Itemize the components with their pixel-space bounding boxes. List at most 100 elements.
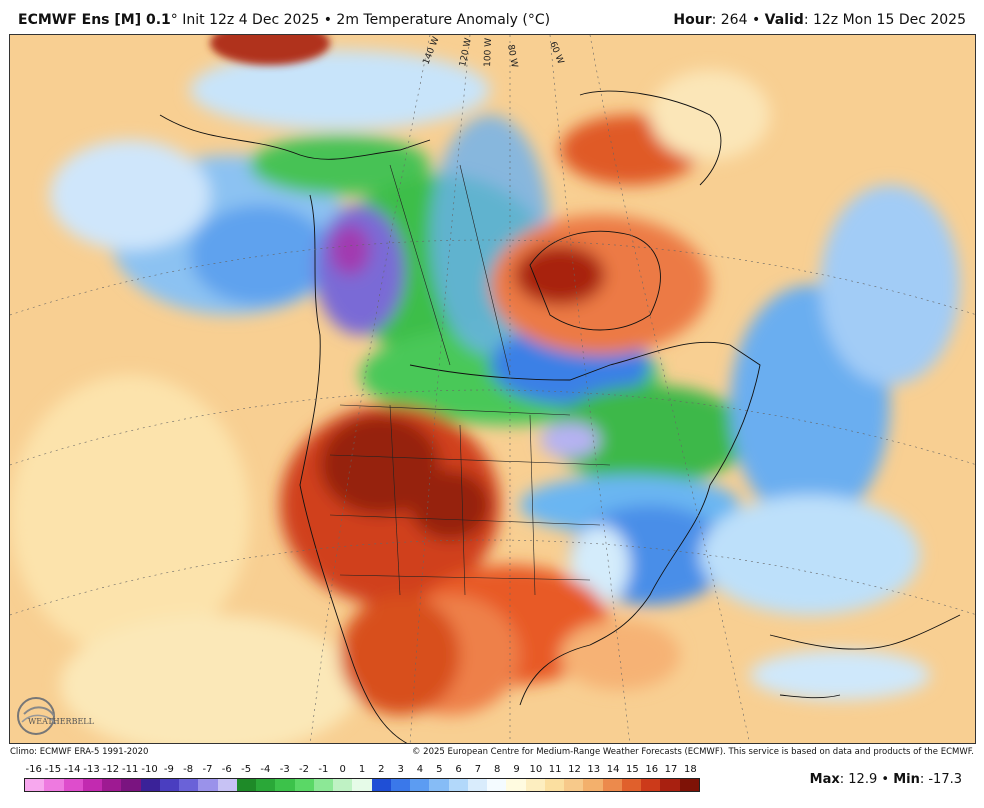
legend-swatch xyxy=(82,779,102,791)
legend-swatches xyxy=(24,778,700,792)
legend-swatch xyxy=(179,779,199,791)
legend-label: -5 xyxy=(241,764,252,775)
legend-swatch xyxy=(660,779,680,791)
legend-swatch xyxy=(390,779,410,791)
legend-label: -14 xyxy=(64,764,81,775)
legend-label: 9 xyxy=(513,764,520,775)
copyright-note: © 2025 European Centre for Medium-Range … xyxy=(411,747,974,757)
max-min-readout: Max: 12.9 • Min: -17.3 xyxy=(810,772,962,787)
legend-label: 11 xyxy=(548,764,562,775)
legend-label: -6 xyxy=(221,764,232,775)
logo-text: WEATHERBELL xyxy=(28,717,95,726)
coastlines xyxy=(159,90,961,743)
legend-swatch xyxy=(217,779,237,791)
legend-swatch xyxy=(467,779,487,791)
legend-label: 13 xyxy=(587,764,601,775)
legend-swatch xyxy=(410,779,430,791)
anomaly-map[interactable]: 140 W 120 W 100 W 80 W 60 W xyxy=(9,34,976,744)
valid-value: : 12z Mon 15 Dec 2025 xyxy=(803,12,966,28)
legend-label: -7 xyxy=(202,764,213,775)
legend-label: -8 xyxy=(183,764,194,775)
legend-swatch xyxy=(506,779,526,791)
legend-label: 12 xyxy=(568,764,581,775)
valid-time: Hour: 264 • Valid: 12z Mon 15 Dec 2025 xyxy=(673,12,966,28)
legend-swatch xyxy=(294,779,314,791)
legend-swatch xyxy=(352,779,372,791)
legend-swatch xyxy=(25,779,45,791)
legend-swatch xyxy=(102,779,122,791)
legend-label: -10 xyxy=(141,764,158,775)
legend-swatch xyxy=(544,779,564,791)
legend-swatch xyxy=(429,779,449,791)
legend-label: -1 xyxy=(318,764,329,775)
legend-swatch xyxy=(159,779,179,791)
legend-swatch xyxy=(621,779,641,791)
legend-swatch xyxy=(448,779,468,791)
lon-label-80w: 80 W xyxy=(505,44,519,69)
legend-label: 16 xyxy=(645,764,659,775)
legend-swatch xyxy=(564,779,584,791)
legend-label: -13 xyxy=(83,764,100,775)
legend-label: 14 xyxy=(606,764,620,775)
legend-label: 3 xyxy=(397,764,404,775)
legend-label: -16 xyxy=(25,764,42,775)
legend-swatch xyxy=(487,779,507,791)
hour-value: : 264 xyxy=(711,12,748,28)
legend-swatch xyxy=(679,779,699,791)
stats-separator: • xyxy=(881,772,890,787)
legend-label: 6 xyxy=(455,764,462,775)
hour-label: Hour xyxy=(673,12,712,28)
legend-swatch xyxy=(641,779,661,791)
legend-swatch xyxy=(333,779,353,791)
legend-label: 0 xyxy=(339,764,346,775)
anomaly-shading xyxy=(10,50,960,743)
legend-swatch xyxy=(602,779,622,791)
legend-label: 10 xyxy=(529,764,543,775)
legend-swatch xyxy=(313,779,333,791)
legend-label: 8 xyxy=(494,764,501,775)
legend-swatch xyxy=(121,779,141,791)
legend-label: -9 xyxy=(163,764,174,775)
legend-swatch xyxy=(256,779,276,791)
map-canvas: 140 W 120 W 100 W 80 W 60 W xyxy=(10,35,975,743)
legend-label: -11 xyxy=(122,764,139,775)
legend-label: 18 xyxy=(683,764,697,775)
legend-label: -12 xyxy=(102,764,120,775)
legend-labels: -16 -15 -14 -13 -12 -11 -10 -9 -8 -7 -6 -5 -4 -3 -2 -1 0… xyxy=(24,764,704,778)
legend-label: 17 xyxy=(664,764,678,775)
legend-label: -15 xyxy=(44,764,62,775)
state-borders xyxy=(329,164,611,596)
legend-swatch xyxy=(140,779,160,791)
legend-label: -3 xyxy=(279,764,290,775)
weatherbell-logo: WEATHERBELL xyxy=(14,694,104,740)
legend-swatch xyxy=(236,779,256,791)
legend-label: 7 xyxy=(474,764,482,775)
valid-label: Valid xyxy=(764,12,804,28)
degree-symbol: ° xyxy=(170,12,178,28)
title-separator: • xyxy=(323,12,332,28)
color-legend: -16 -15 -14 -13 -12 -11 -10 -9 -8 -7 -6 -5 -4 -3 -2 -1 0… xyxy=(24,764,704,794)
legend-swatch xyxy=(44,779,64,791)
graticule xyxy=(10,35,975,743)
legend-swatch xyxy=(371,779,391,791)
valid-separator: • xyxy=(751,12,761,28)
legend-label: -2 xyxy=(299,764,310,775)
legend-swatch xyxy=(525,779,545,791)
min-label: Min xyxy=(893,772,920,787)
map-title: ECMWF Ens [M] 0.1° Init 12z 4 Dec 2025 •… xyxy=(18,12,550,28)
legend-swatch xyxy=(275,779,295,791)
max-label: Max xyxy=(809,772,840,787)
model-name: ECMWF Ens [M] 0.1 xyxy=(18,12,171,28)
init-time: Init 12z 4 Dec 2025 xyxy=(182,12,320,28)
legend-label: 4 xyxy=(416,764,424,775)
legend-label: 2 xyxy=(378,764,385,775)
legend-swatch xyxy=(63,779,83,791)
lon-label-100w: 100 W xyxy=(483,38,494,67)
legend-label: -4 xyxy=(260,764,271,775)
climo-note: Climo: ECMWF ERA-5 1991-2020 xyxy=(10,747,149,757)
max-value: : 12.9 xyxy=(839,772,878,787)
legend-swatch xyxy=(583,779,603,791)
map-header: ECMWF Ens [M] 0.1° Init 12z 4 Dec 2025 •… xyxy=(0,0,984,34)
min-value: : -17.3 xyxy=(919,772,962,787)
credits-bar: Climo: ECMWF ERA-5 1991-2020 © 2025 Euro… xyxy=(0,745,984,759)
